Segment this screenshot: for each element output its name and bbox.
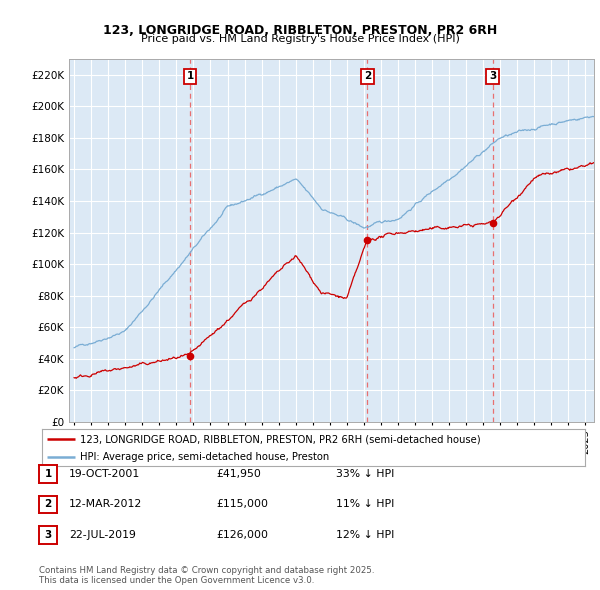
- Text: Price paid vs. HM Land Registry's House Price Index (HPI): Price paid vs. HM Land Registry's House …: [140, 34, 460, 44]
- Text: 1: 1: [44, 469, 52, 478]
- Text: 12% ↓ HPI: 12% ↓ HPI: [336, 530, 394, 540]
- Text: 12-MAR-2012: 12-MAR-2012: [69, 500, 142, 509]
- Text: 1: 1: [187, 71, 194, 81]
- Text: 22-JUL-2019: 22-JUL-2019: [69, 530, 136, 540]
- Text: 3: 3: [489, 71, 496, 81]
- Text: 11% ↓ HPI: 11% ↓ HPI: [336, 500, 394, 509]
- Text: Contains HM Land Registry data © Crown copyright and database right 2025.
This d: Contains HM Land Registry data © Crown c…: [39, 566, 374, 585]
- Text: 19-OCT-2001: 19-OCT-2001: [69, 469, 140, 478]
- Text: HPI: Average price, semi-detached house, Preston: HPI: Average price, semi-detached house,…: [80, 452, 329, 462]
- Text: 123, LONGRIDGE ROAD, RIBBLETON, PRESTON, PR2 6RH (semi-detached house): 123, LONGRIDGE ROAD, RIBBLETON, PRESTON,…: [80, 434, 481, 444]
- Text: 2: 2: [44, 500, 52, 509]
- Text: 2: 2: [364, 71, 371, 81]
- Text: 123, LONGRIDGE ROAD, RIBBLETON, PRESTON, PR2 6RH: 123, LONGRIDGE ROAD, RIBBLETON, PRESTON,…: [103, 24, 497, 37]
- Text: £41,950: £41,950: [216, 469, 261, 478]
- Text: £115,000: £115,000: [216, 500, 268, 509]
- Text: 33% ↓ HPI: 33% ↓ HPI: [336, 469, 394, 478]
- Text: 3: 3: [44, 530, 52, 540]
- Text: £126,000: £126,000: [216, 530, 268, 540]
